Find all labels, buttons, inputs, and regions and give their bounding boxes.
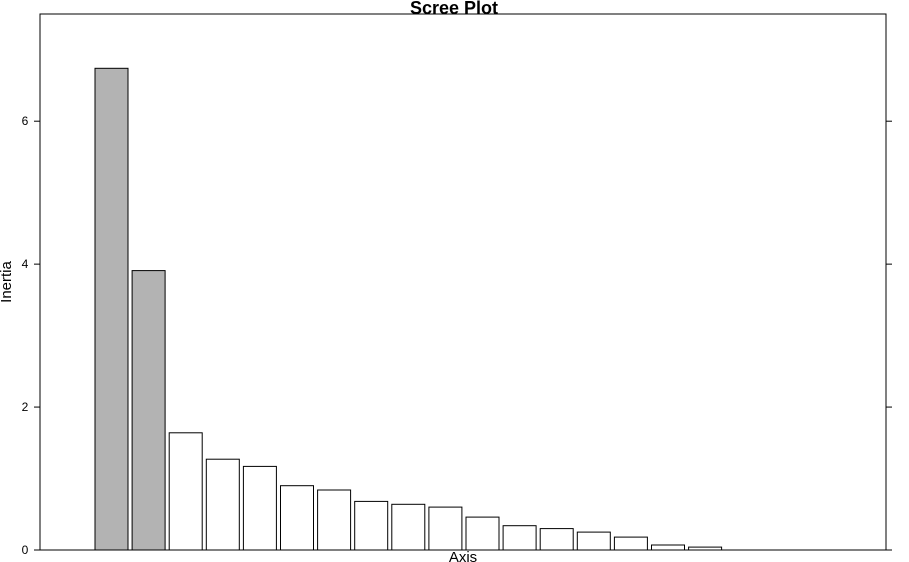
y-axis-ticks: 0 2 4 6 — [22, 114, 892, 557]
bar-axis-10 — [428, 506, 463, 551]
bar-axis-15 — [613, 536, 648, 551]
y-tick-label-2: 2 — [22, 400, 29, 414]
bar-axis-1 — [94, 67, 129, 551]
chart-title: Scree Plot — [410, 0, 498, 18]
bar-axis-13 — [539, 528, 574, 551]
y-tick-label-0: 0 — [22, 543, 29, 557]
bars-group — [94, 67, 723, 551]
bar-axis-17 — [688, 546, 723, 551]
x-axis-label: Axis — [449, 549, 477, 562]
y-axis-label: Inertia — [0, 261, 15, 303]
bar-axis-14 — [576, 531, 611, 551]
bar-axis-16 — [651, 544, 685, 551]
bar-axis-3 — [168, 432, 203, 551]
bar-axis-8 — [354, 500, 389, 551]
bar-axis-6 — [280, 485, 314, 551]
bar-axis-7 — [317, 489, 352, 551]
bar-axis-11 — [465, 516, 500, 551]
bar-axis-12 — [502, 525, 537, 551]
bar-axis-4 — [205, 458, 240, 551]
bar-axis-5 — [242, 465, 277, 551]
y-tick-label-4: 4 — [22, 257, 29, 271]
bar-axis-9 — [391, 503, 426, 551]
plot-frame — [39, 13, 887, 551]
bar-axis-2 — [131, 270, 166, 551]
y-tick-label-6: 6 — [22, 114, 29, 128]
